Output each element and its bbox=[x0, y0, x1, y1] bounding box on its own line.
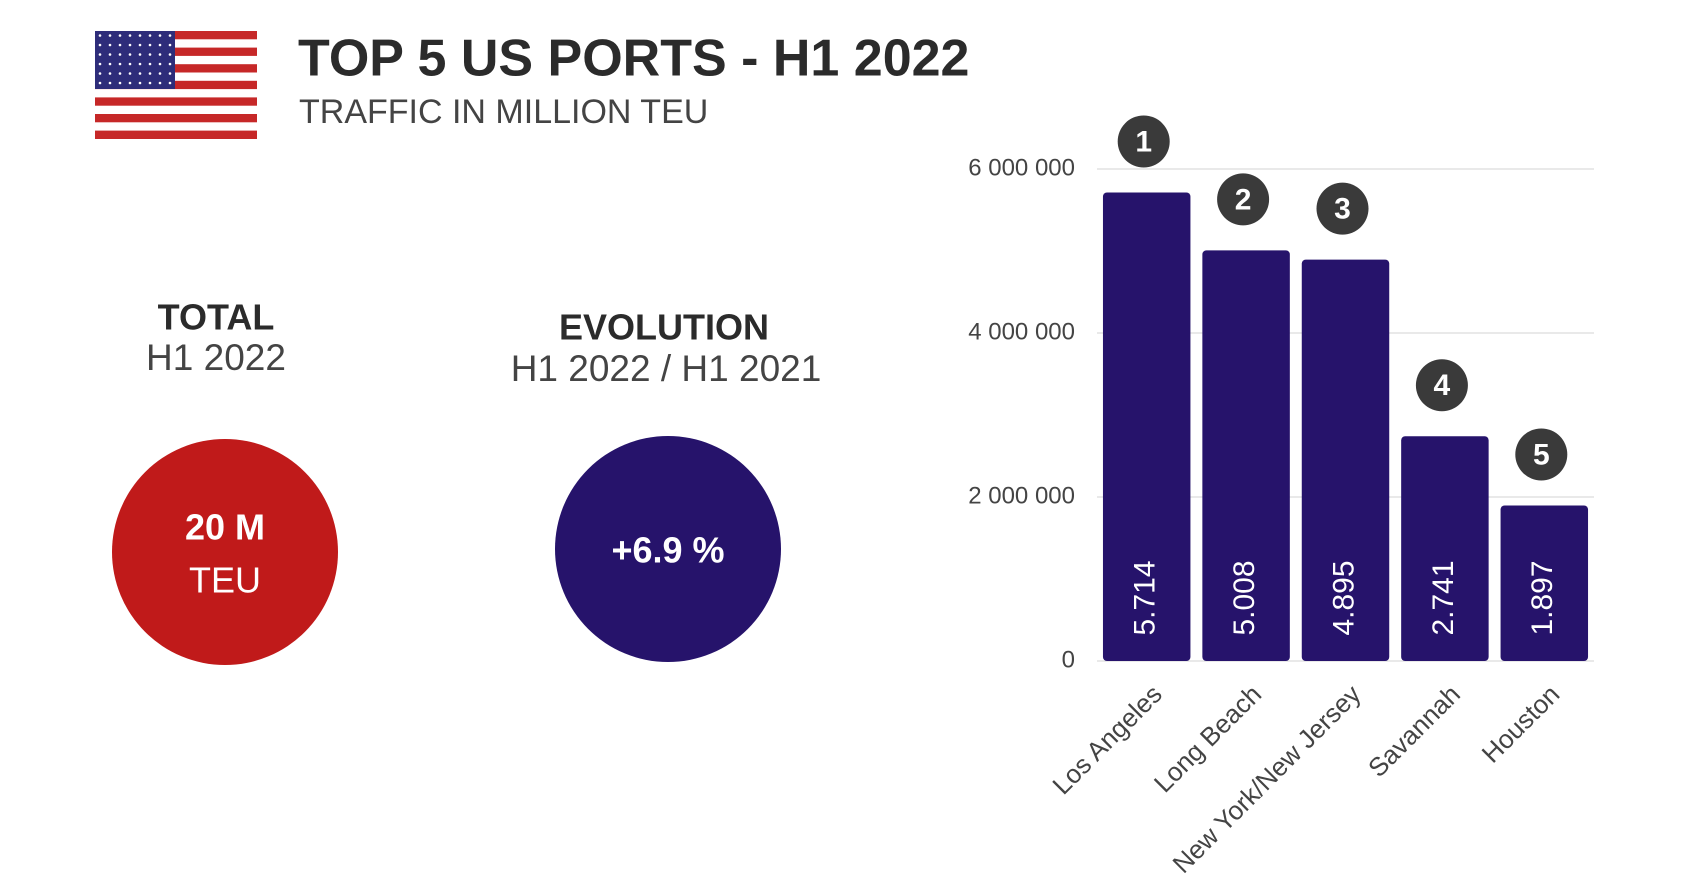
rank-badge bbox=[1316, 182, 1369, 235]
y-tick-label: 6 000 000 bbox=[968, 154, 1075, 181]
bar-chart: 0 2 000 000 4 000 000 6 000 000 5.714 1 Los An… bbox=[968, 115, 1594, 879]
y-tick-label: 4 000 000 bbox=[968, 318, 1075, 345]
value-label: 5.008 bbox=[1228, 560, 1261, 635]
bar bbox=[1102, 192, 1191, 661]
value-label: 4.895 bbox=[1327, 560, 1360, 635]
evolution-period: H1 2022 / H1 2021 bbox=[511, 348, 822, 389]
x-tick-label: Savannah bbox=[1362, 679, 1466, 783]
rank-badge bbox=[1217, 173, 1270, 226]
bar bbox=[1301, 259, 1390, 661]
rank-badge bbox=[1117, 115, 1170, 168]
rank-label: 3 bbox=[1334, 193, 1351, 226]
evolution-title: EVOLUTION bbox=[559, 307, 769, 348]
value-label: 2.741 bbox=[1427, 560, 1460, 635]
rank-badge bbox=[1415, 359, 1468, 412]
us-flag bbox=[95, 31, 257, 139]
evolution-circle bbox=[555, 436, 781, 662]
title: TOP 5 US PORTS - H1 2022 bbox=[298, 30, 969, 88]
evolution-value: +6.9 % bbox=[611, 530, 724, 571]
total-title: TOTAL bbox=[158, 297, 275, 338]
x-tick-label: Houston bbox=[1476, 679, 1566, 769]
total-period: H1 2022 bbox=[146, 337, 286, 378]
y-tick-label: 0 bbox=[1062, 646, 1075, 673]
bar bbox=[1202, 250, 1290, 661]
subtitle: TRAFFIC IN MILLION TEU bbox=[299, 93, 708, 131]
y-tick-label: 2 000 000 bbox=[968, 482, 1075, 509]
bar bbox=[1401, 436, 1489, 661]
rank-label: 5 bbox=[1533, 438, 1550, 471]
value-label: 5.714 bbox=[1129, 560, 1162, 635]
rank-label: 4 bbox=[1434, 369, 1451, 402]
total-circle bbox=[112, 439, 338, 665]
total-value: 20 M bbox=[185, 507, 265, 548]
x-tick-label: New York/New Jersey bbox=[1167, 679, 1367, 879]
total-unit: TEU bbox=[189, 560, 261, 601]
x-tick-label: Los Angeles bbox=[1046, 679, 1167, 800]
bar bbox=[1500, 505, 1589, 661]
rank-label: 1 bbox=[1135, 125, 1152, 158]
rank-label: 2 bbox=[1235, 183, 1252, 216]
value-label: 1.897 bbox=[1526, 560, 1559, 635]
rank-badge bbox=[1515, 428, 1568, 481]
